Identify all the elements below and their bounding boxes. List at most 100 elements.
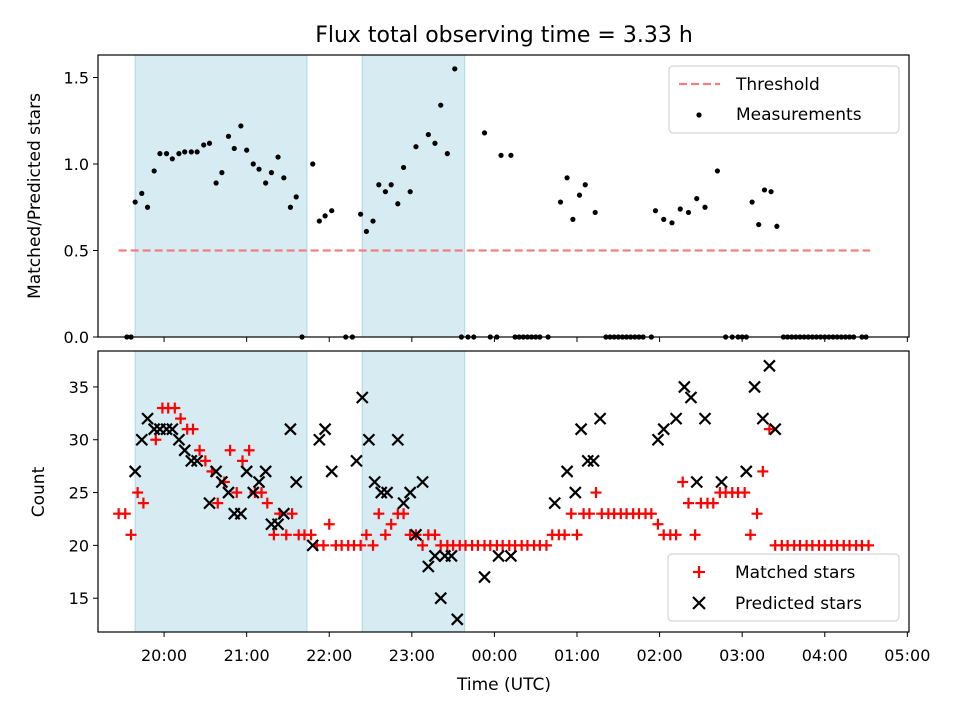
- shaded-interval: [134, 54, 308, 338]
- measurement-point: [139, 190, 145, 197]
- predicted-star-point: [763, 359, 776, 373]
- predicted-star-point: [669, 412, 683, 425]
- matched-star-point: [373, 508, 385, 520]
- predicted-stars-legend-label: Predicted stars: [735, 594, 862, 614]
- bottom-axes-frame: [97, 350, 910, 633]
- measurement-point: [498, 152, 504, 158]
- measurement-point: [163, 151, 170, 157]
- measurement-point: [714, 168, 720, 174]
- predicted-star-point: [698, 412, 712, 425]
- predicted-star-point: [409, 528, 423, 542]
- threshold-legend-label: Threshold: [735, 75, 820, 95]
- predicted-star-point: [690, 475, 704, 489]
- measurement-point: [438, 102, 444, 108]
- measurement-point: [157, 151, 163, 157]
- measurement-point: [388, 182, 394, 188]
- measurement-point: [761, 187, 768, 193]
- predicted-star-point: [289, 475, 303, 489]
- measurement-point: [358, 211, 364, 217]
- chart-title: Flux total observing time = 3.33 h: [315, 23, 693, 48]
- predicted-star-point: [397, 496, 410, 510]
- top-legend: Threshold Measurements: [668, 65, 900, 134]
- predicted-star-point: [416, 475, 429, 489]
- matched-star-point: [645, 508, 657, 520]
- x-tick-label: 22:00: [306, 646, 352, 665]
- predicted-star-point: [325, 465, 338, 478]
- measurement-point: [188, 149, 194, 155]
- matched-star-point: [360, 529, 372, 541]
- predicted-star-point: [222, 486, 235, 499]
- predicted-star-point: [166, 422, 179, 436]
- measurement-point: [768, 189, 774, 195]
- measurement-point: [444, 151, 450, 157]
- predicted-star-point: [450, 613, 464, 626]
- predicted-star-point: [657, 422, 670, 436]
- predicted-star-point: [587, 454, 600, 468]
- top-shaded-intervals: [134, 54, 466, 338]
- matched-star-point: [237, 455, 249, 467]
- matched-star-point: [863, 539, 875, 551]
- x-tick-label: 20:00: [141, 646, 187, 665]
- top-y-ticks: 0.0 0.5 1.0 1.5: [64, 68, 98, 347]
- matched-stars-series: [113, 402, 875, 551]
- matched-star-point: [323, 518, 335, 530]
- measurement-point: [570, 216, 576, 222]
- matched-star-point: [417, 539, 429, 551]
- predicted-star-point: [215, 475, 229, 489]
- predicted-star-point: [684, 391, 698, 404]
- predicted-star-point: [748, 380, 761, 394]
- predicted-star-point: [651, 433, 665, 447]
- predicted-star-point: [252, 475, 266, 489]
- predicted-star-point: [368, 475, 381, 489]
- measurement-point: [413, 144, 419, 150]
- top-y-tick-label: 1.5: [64, 68, 89, 87]
- predicted-star-point: [128, 465, 142, 478]
- predicted-star-point: [306, 539, 320, 552]
- predicted-star-point: [445, 549, 458, 563]
- matched-star-point: [739, 487, 751, 499]
- measurement-point: [694, 195, 700, 202]
- matched-star-point: [280, 529, 292, 541]
- matched-star-point: [763, 423, 775, 435]
- matched-star-point: [243, 444, 255, 456]
- matched-star-point: [571, 529, 583, 541]
- top-x-ticks: [163, 337, 908, 342]
- top-axes-frame: [97, 54, 910, 338]
- top-y-tick-label: 0.5: [64, 241, 89, 260]
- predicted-star-point: [313, 433, 326, 447]
- measurement-point: [263, 180, 269, 186]
- measurement-point: [281, 175, 287, 181]
- bottom-y-axis-label: Count: [29, 466, 49, 517]
- shaded-interval: [361, 54, 466, 338]
- predicted-star-point: [240, 465, 253, 478]
- measurement-point: [176, 151, 182, 157]
- matched-star-point: [367, 539, 379, 551]
- measurement-point: [685, 209, 692, 216]
- matched-star-point: [385, 518, 397, 530]
- predicted-star-point: [318, 422, 332, 436]
- bottom-panel: 15 20 25 30 35 20:00 21:00 22:00 23:00 00:00 01:0…: [29, 350, 930, 695]
- top-y-tick-label: 1.0: [64, 155, 89, 174]
- measurement-point: [219, 170, 225, 176]
- shaded-interval: [361, 350, 466, 633]
- matched-star-point: [199, 455, 211, 467]
- predicted-star-point: [593, 412, 607, 425]
- top-y-axis-label: Matched/Predicted stars: [25, 93, 45, 299]
- predicted-star-point: [434, 591, 448, 605]
- matched-star-point: [670, 529, 682, 541]
- predicted-star-point: [259, 465, 272, 478]
- matched-star-point: [212, 497, 224, 509]
- measurement-point: [652, 208, 659, 214]
- measurement-point: [508, 152, 514, 158]
- predicted-star-point: [350, 454, 363, 468]
- matched-star-point: [231, 487, 243, 499]
- matched-stars-legend-label: Matched stars: [735, 563, 855, 583]
- predicted-star-point: [574, 422, 588, 436]
- measurement-point: [749, 199, 755, 205]
- predicted-star-point: [234, 507, 248, 520]
- bottom-y-tick-label: 35: [69, 378, 89, 397]
- matched-star-point: [398, 508, 410, 520]
- predicted-star-point: [678, 380, 691, 394]
- measurement-point: [322, 213, 328, 219]
